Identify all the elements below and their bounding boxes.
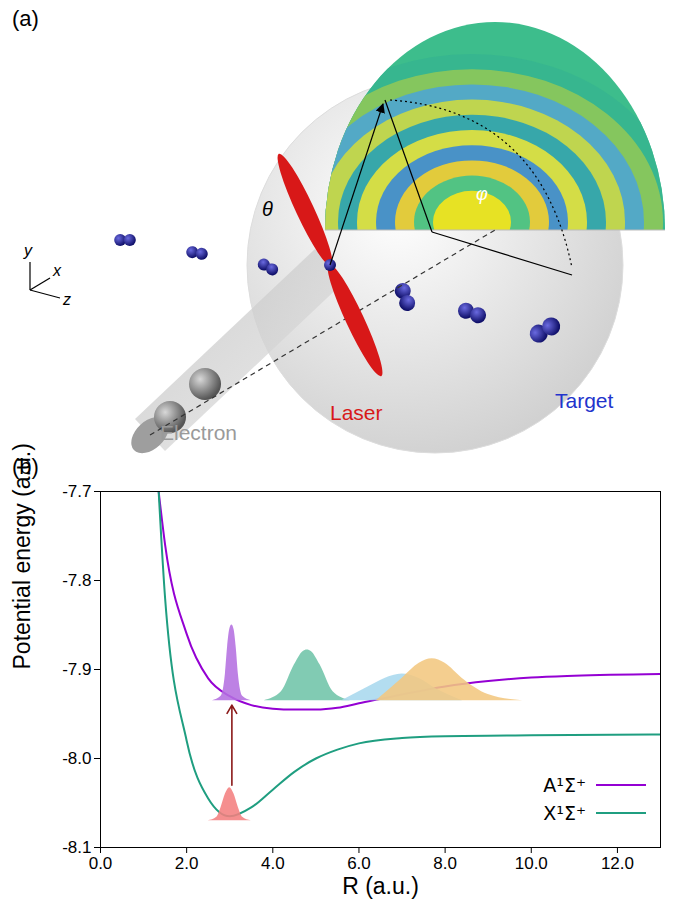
svg-text:Target: Target [555, 389, 614, 412]
svg-text:φ: φ [476, 184, 488, 204]
svg-text:Electron: Electron [160, 421, 237, 444]
svg-text:y: y [23, 242, 33, 259]
svg-text:4.0: 4.0 [261, 854, 285, 873]
svg-text:6.0: 6.0 [347, 854, 371, 873]
svg-text:-8.1: -8.1 [62, 838, 91, 857]
svg-text:12.0: 12.0 [601, 854, 634, 873]
svg-text:(a): (a) [12, 6, 39, 31]
svg-text:8.0: 8.0 [433, 854, 457, 873]
svg-text:0.0: 0.0 [89, 854, 113, 873]
svg-text:2.0: 2.0 [175, 854, 199, 873]
svg-text:Laser: Laser [330, 401, 383, 424]
svg-text:R (a.u.): R (a.u.) [342, 873, 419, 899]
svg-text:-7.7: -7.7 [62, 482, 91, 501]
svg-text:z: z [62, 291, 71, 308]
svg-text:-8.0: -8.0 [62, 749, 91, 768]
svg-text:-7.9: -7.9 [62, 660, 91, 679]
svg-text:x: x [52, 262, 62, 279]
svg-text:-7.8: -7.8 [62, 571, 91, 590]
svg-text:Potential energy (a.u.): Potential energy (a.u.) [9, 443, 35, 669]
svg-text:10.0: 10.0 [515, 854, 548, 873]
svg-text:θ: θ [262, 198, 273, 220]
